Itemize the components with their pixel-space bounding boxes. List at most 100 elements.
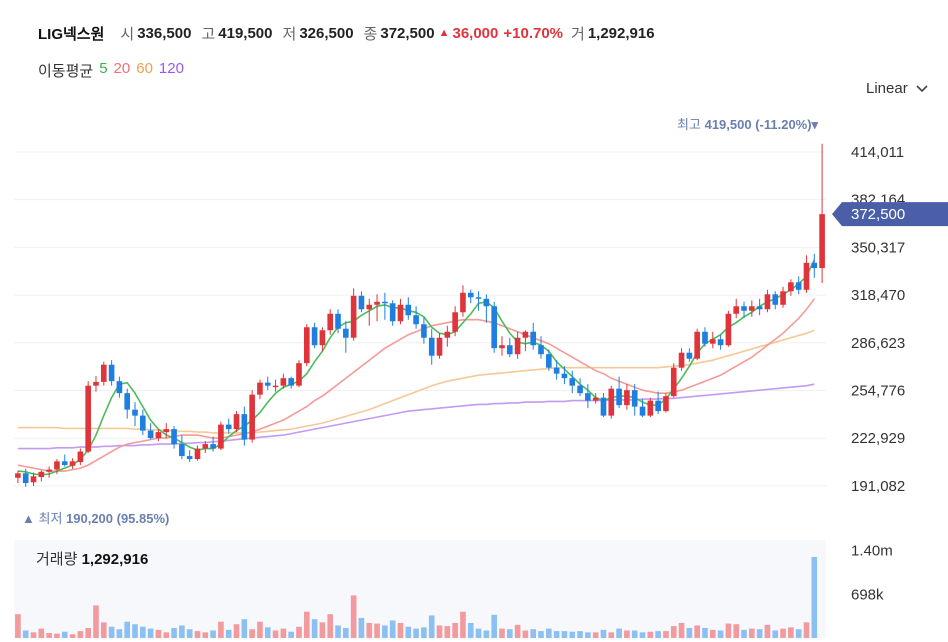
- volume-bar: [61, 631, 68, 638]
- volume-bar: [499, 628, 505, 638]
- price-tick-label: 222,929: [851, 430, 905, 447]
- candle-body: [452, 312, 458, 332]
- candle-body: [569, 378, 576, 386]
- volume-bar: [608, 632, 615, 638]
- candle-body: [132, 409, 138, 416]
- volume-bar: [225, 629, 232, 638]
- candle-body: [506, 345, 513, 355]
- volume-bar: [561, 631, 568, 638]
- scale-dropdown[interactable]: Linear: [866, 80, 928, 97]
- candle: [647, 397, 654, 418]
- volume-bar: [655, 631, 661, 638]
- volume-bar: [694, 625, 700, 638]
- candle: [77, 448, 84, 466]
- candle-body: [522, 331, 529, 338]
- volume-bar: [444, 626, 451, 638]
- candle: [608, 385, 615, 419]
- ma20-legend: 20: [113, 60, 131, 77]
- candle: [772, 291, 779, 310]
- volume-bar: [272, 630, 279, 638]
- volume-bar: [85, 627, 91, 638]
- candle: [522, 330, 529, 352]
- candle: [631, 384, 638, 416]
- candle: [171, 426, 177, 449]
- candle-body: [319, 330, 326, 346]
- volume-label: 거: [571, 25, 585, 43]
- candle: [546, 349, 552, 371]
- candle-body: [22, 473, 29, 484]
- volume-bar: [663, 631, 669, 638]
- volume-bar: [772, 630, 779, 638]
- volume-bar: [46, 632, 52, 638]
- candle: [616, 376, 622, 409]
- volume-bar: [116, 629, 123, 638]
- ma20-line: [17, 298, 815, 472]
- volume-title: 거래량 1,292,916: [36, 548, 148, 569]
- volume-bar: [741, 629, 747, 638]
- volume-bar: [382, 625, 388, 638]
- candle: [179, 435, 185, 460]
- candle: [210, 436, 216, 452]
- chevron-down-icon: [916, 84, 928, 92]
- candle-body: [819, 214, 825, 269]
- candle: [678, 348, 685, 371]
- candle: [702, 327, 708, 347]
- candle: [452, 306, 458, 337]
- candle: [585, 384, 591, 409]
- volume-bar: [522, 630, 529, 638]
- candle-body: [272, 385, 279, 388]
- candle: [93, 375, 99, 392]
- volume-bar: [280, 628, 287, 638]
- volume-bar: [702, 627, 708, 638]
- volume-bar: [194, 631, 201, 638]
- volume-bar: [725, 623, 732, 638]
- candle: [272, 379, 279, 392]
- volume-bar: [803, 622, 810, 638]
- change-value: 36,000: [452, 24, 499, 42]
- candle-body: [725, 313, 732, 346]
- candle-body: [631, 390, 638, 407]
- candle-body: [647, 400, 654, 416]
- candle-body: [93, 381, 99, 386]
- volume-bar: [264, 627, 271, 638]
- candle-body: [179, 444, 185, 457]
- ma5-legend: 5: [99, 60, 108, 77]
- volume-bar: [709, 629, 716, 638]
- candle: [491, 301, 497, 353]
- volume-bar: [553, 631, 560, 638]
- candle: [389, 300, 396, 326]
- volume-bar: [350, 595, 357, 638]
- candle: [100, 361, 107, 386]
- close-value: 372,500: [380, 24, 435, 42]
- candle: [561, 366, 568, 385]
- volume-bar: [788, 627, 794, 638]
- candle: [428, 328, 435, 365]
- candle: [382, 292, 388, 320]
- candle: [225, 418, 232, 434]
- candle: [538, 336, 544, 359]
- volume-bar: [491, 614, 497, 638]
- volume-bar: [147, 628, 154, 638]
- volume-bar: [366, 622, 373, 638]
- candle-body: [288, 378, 294, 386]
- candle: [147, 423, 154, 440]
- candle-body: [366, 304, 373, 310]
- candle: [397, 298, 404, 325]
- volume-bar: [475, 628, 482, 638]
- candle-body: [717, 339, 724, 346]
- candle-body: [670, 367, 677, 397]
- candle: [311, 322, 318, 349]
- price-header: LIG넥스원 시 336,500 고 419,500 저 326,500 종 3…: [38, 22, 665, 44]
- candle: [296, 360, 302, 388]
- candle-body: [694, 331, 700, 359]
- high-value: 419,500: [218, 24, 273, 42]
- volume-bar: [155, 629, 162, 638]
- candle-body: [678, 352, 685, 368]
- volume-bar: [140, 626, 146, 638]
- candle-body: [585, 393, 591, 401]
- ma60-legend: 60: [136, 60, 153, 77]
- candle: [15, 471, 21, 484]
- candle-body: [69, 461, 76, 466]
- volume-bar: [132, 624, 138, 638]
